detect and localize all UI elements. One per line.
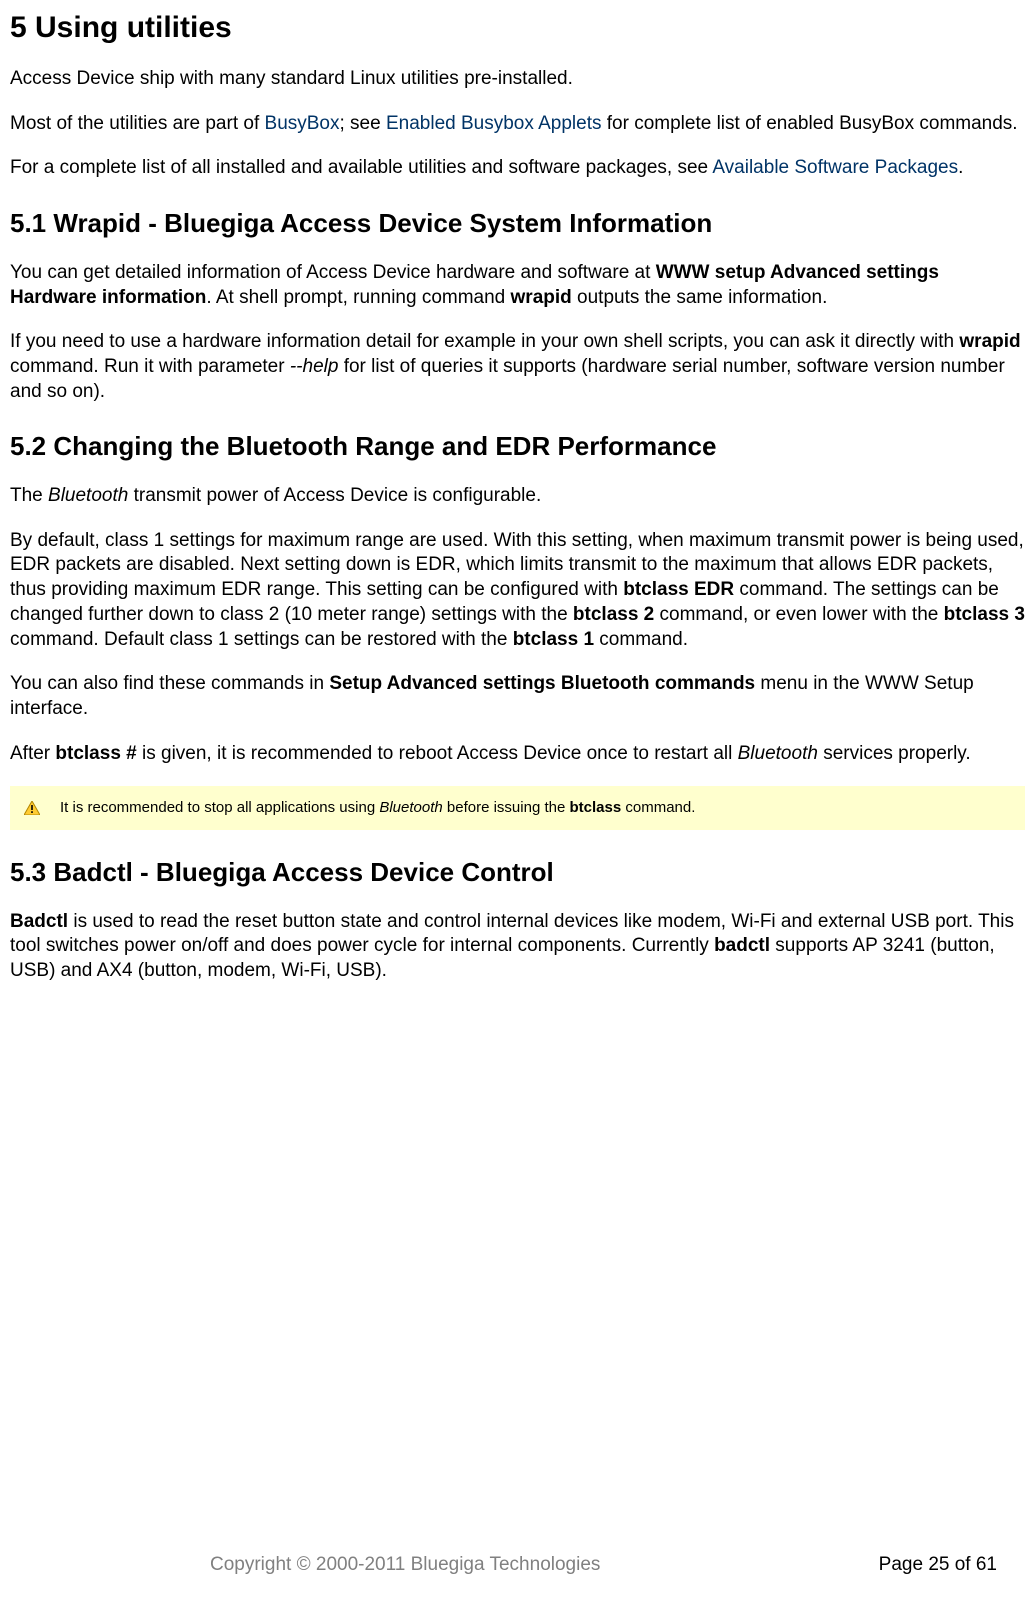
link-available-software-packages[interactable]: Available Software Packages <box>712 157 958 178</box>
bold-text: btclass 3 <box>944 604 1025 625</box>
callout-text: It is recommended to stop all applicatio… <box>60 798 1011 818</box>
text: outputs the same information. <box>572 287 828 308</box>
italic-text: --help <box>290 356 339 377</box>
text: command. Run it with parameter <box>10 356 290 377</box>
paragraph: You can also find these commands in Setu… <box>10 672 1025 721</box>
text: command. <box>621 799 695 816</box>
text: Most of the utilities are part of <box>10 113 265 134</box>
bold-text: btclass EDR <box>623 579 734 600</box>
text: command, or even lower with the <box>654 604 943 625</box>
paragraph: You can get detailed information of Acce… <box>10 261 1025 310</box>
heading-5-3: 5.3 Badctl - Bluegiga Access Device Cont… <box>10 856 1025 890</box>
bold-text: Setup Advanced settings Bluetooth comman… <box>329 673 755 694</box>
bold-text: wrapid <box>511 287 572 308</box>
paragraph: After btclass # is given, it is recommen… <box>10 742 1025 767</box>
text: services properly. <box>818 743 971 764</box>
text: For a complete list of all installed and… <box>10 157 712 178</box>
paragraph: The Bluetooth transmit power of Access D… <box>10 484 1025 509</box>
text: . At shell prompt, running command <box>206 287 510 308</box>
link-busybox[interactable]: BusyBox <box>265 113 340 134</box>
bold-text: wrapid <box>959 331 1020 352</box>
bold-text: Badctl <box>10 911 68 932</box>
text: command. Default class 1 settings can be… <box>10 629 513 650</box>
paragraph: Access Device ship with many standard Li… <box>10 67 1025 92</box>
bold-text: btclass <box>569 799 621 816</box>
text: ; see <box>340 113 386 134</box>
heading-5: 5 Using utilities <box>10 8 1025 47</box>
text: It is recommended to stop all applicatio… <box>60 799 379 816</box>
text: If you need to use a hardware informatio… <box>10 331 959 352</box>
warning-icon <box>24 801 40 815</box>
bold-text: btclass 1 <box>513 629 594 650</box>
text: . <box>958 157 963 178</box>
italic-text: Bluetooth <box>48 485 128 506</box>
text: command. <box>594 629 688 650</box>
document-page: 5 Using utilities Access Device ship wit… <box>0 8 1035 1600</box>
paragraph: For a complete list of all installed and… <box>10 156 1025 181</box>
footer-copyright: Copyright © 2000-2011 Bluegiga Technolog… <box>210 1553 600 1578</box>
paragraph: Badctl is used to read the reset button … <box>10 910 1025 984</box>
paragraph: If you need to use a hardware informatio… <box>10 330 1025 404</box>
text: transmit power of Access Device is confi… <box>128 485 541 506</box>
heading-5-2: 5.2 Changing the Bluetooth Range and EDR… <box>10 430 1025 464</box>
bold-text: badctl <box>714 935 770 956</box>
text: before issuing the <box>443 799 570 816</box>
page-footer: Copyright © 2000-2011 Bluegiga Technolog… <box>0 1553 1035 1578</box>
text: You can also find these commands in <box>10 673 329 694</box>
italic-text: Bluetooth <box>379 799 442 816</box>
text: for complete list of enabled BusyBox com… <box>601 113 1017 134</box>
link-enabled-busybox-applets[interactable]: Enabled Busybox Applets <box>386 113 602 134</box>
text: is given, it is recommended to reboot Ac… <box>137 743 738 764</box>
warning-callout: It is recommended to stop all applicatio… <box>10 786 1025 830</box>
italic-text: Bluetooth <box>738 743 818 764</box>
text: You can get detailed information of Acce… <box>10 262 656 283</box>
paragraph: By default, class 1 settings for maximum… <box>10 529 1025 652</box>
text: The <box>10 485 48 506</box>
text: After <box>10 743 55 764</box>
paragraph: Most of the utilities are part of BusyBo… <box>10 112 1025 137</box>
footer-page-number: Page 25 of 61 <box>879 1553 997 1578</box>
bold-text: btclass # <box>55 743 136 764</box>
heading-5-1: 5.1 Wrapid - Bluegiga Access Device Syst… <box>10 207 1025 241</box>
bold-text: btclass 2 <box>573 604 654 625</box>
